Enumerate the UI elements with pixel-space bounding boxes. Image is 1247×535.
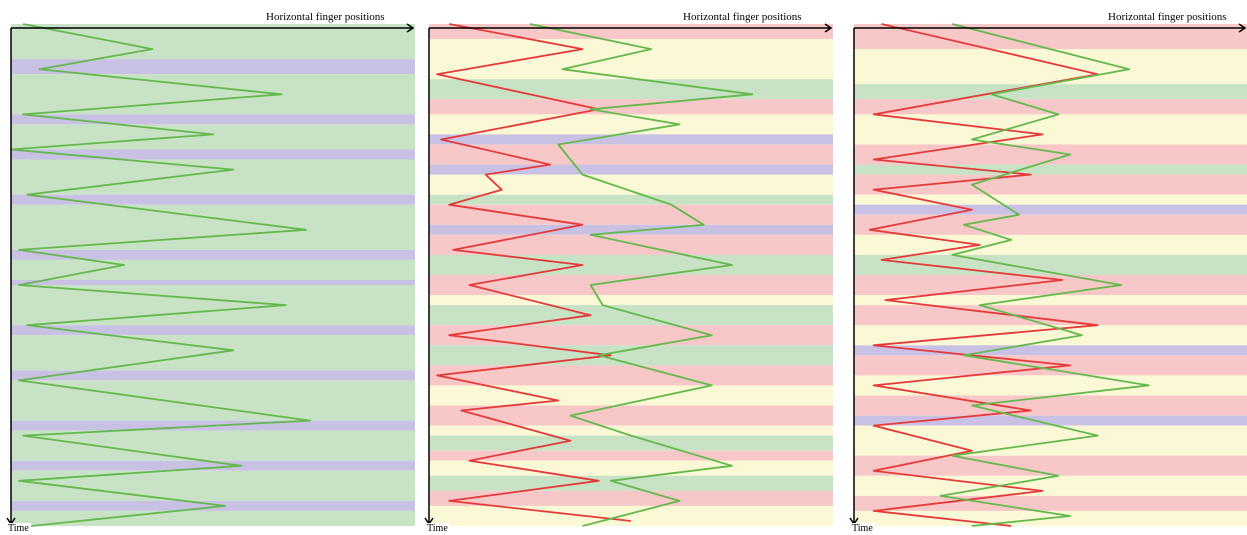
- band-none: [429, 505, 833, 526]
- band-purple: [11, 59, 415, 75]
- band-green: [854, 164, 1247, 175]
- series-line-red: [868, 23, 1099, 527]
- band-green: [11, 259, 415, 280]
- band-none: [854, 49, 1247, 85]
- band-green: [429, 345, 833, 366]
- x-axis-label: Horizontal finger positions: [1108, 11, 1227, 23]
- band-green: [11, 470, 415, 501]
- band-green: [429, 435, 833, 451]
- chart-plot-right: [849, 23, 1247, 527]
- band-red: [854, 214, 1247, 235]
- x-axis-label: Horizontal finger positions: [266, 11, 385, 23]
- band-purple: [854, 415, 1247, 426]
- series-line-green: [529, 23, 754, 527]
- chart-panel-left: Horizontal finger positions Time: [0, 0, 420, 535]
- band-red: [429, 325, 833, 346]
- x-axis-arrowhead: [1238, 23, 1247, 33]
- series-line-red: [436, 23, 632, 522]
- band-purple: [11, 460, 415, 471]
- band-red: [429, 234, 833, 255]
- y-axis-label: Time: [850, 523, 875, 534]
- band-red: [429, 405, 833, 426]
- band-red: [429, 365, 833, 386]
- chart-panel-middle: Horizontal finger positions Time: [420, 0, 840, 535]
- x-axis-arrowhead: [406, 23, 415, 33]
- band-none: [854, 234, 1247, 255]
- band-purple: [429, 224, 833, 235]
- band-none: [429, 295, 833, 306]
- band-green: [11, 285, 415, 326]
- band-purple: [429, 134, 833, 145]
- series-line-green: [939, 23, 1150, 527]
- band-red: [429, 275, 833, 296]
- band-purple: [429, 164, 833, 175]
- band-red: [429, 144, 833, 165]
- band-green: [11, 204, 415, 250]
- band-red: [854, 455, 1247, 476]
- band-green: [11, 380, 415, 421]
- y-axis-label: Time: [425, 523, 450, 534]
- band-green: [11, 74, 415, 115]
- band-green: [429, 254, 833, 275]
- band-green: [11, 510, 415, 526]
- band-red: [854, 305, 1247, 326]
- band-green: [854, 84, 1247, 100]
- band-red: [854, 99, 1247, 115]
- band-red: [854, 355, 1247, 376]
- band-red: [854, 144, 1247, 165]
- band-red: [429, 204, 833, 225]
- band-green: [11, 24, 415, 60]
- band-purple: [854, 204, 1247, 215]
- band-purple: [11, 500, 415, 511]
- band-none: [429, 425, 833, 436]
- band-none: [854, 375, 1247, 396]
- band-red: [854, 495, 1247, 511]
- band-green: [854, 254, 1247, 275]
- band-none: [854, 475, 1247, 496]
- band-green: [429, 79, 833, 100]
- band-purple: [11, 114, 415, 125]
- band-none: [854, 194, 1247, 205]
- band-none: [429, 114, 833, 135]
- band-none: [854, 425, 1247, 456]
- chart-panel-right: Horizontal finger positions Time: [843, 0, 1247, 535]
- band-none: [429, 385, 833, 406]
- band-purple: [11, 249, 415, 260]
- band-green: [429, 475, 833, 491]
- series-line-green: [10, 23, 311, 527]
- band-green: [429, 305, 833, 326]
- band-green: [11, 430, 415, 461]
- band-purple: [11, 194, 415, 205]
- band-none: [429, 460, 833, 476]
- y-axis-label: Time: [6, 523, 31, 534]
- x-axis-label: Horizontal finger positions: [683, 11, 802, 23]
- band-none: [429, 174, 833, 195]
- band-purple: [854, 345, 1247, 356]
- x-axis-arrowhead: [824, 23, 833, 33]
- band-purple: [11, 280, 415, 285]
- chart-plot-left: [6, 23, 415, 527]
- band-purple: [11, 149, 415, 160]
- chart-plot-middle: [424, 23, 833, 527]
- band-red: [854, 174, 1247, 195]
- band-red: [854, 275, 1247, 296]
- band-none: [854, 325, 1247, 346]
- band-red: [429, 490, 833, 506]
- band-red: [854, 395, 1247, 416]
- band-purple: [11, 325, 415, 336]
- band-red: [429, 99, 833, 115]
- band-green: [429, 194, 833, 205]
- band-purple: [11, 370, 415, 381]
- band-red: [429, 450, 833, 461]
- band-none: [854, 295, 1247, 306]
